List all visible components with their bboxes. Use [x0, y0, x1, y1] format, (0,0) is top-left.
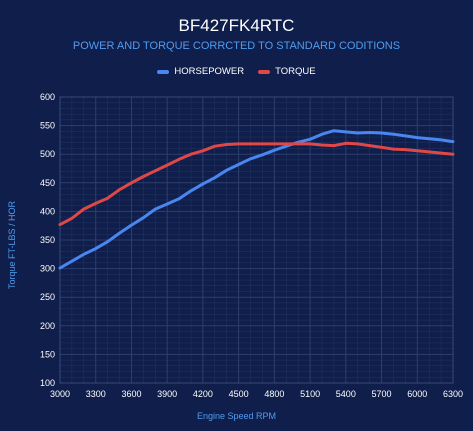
legend-swatch-torque — [258, 69, 271, 74]
x-tick-label: 5400 — [336, 389, 356, 399]
y-tick-label: 300 — [40, 264, 55, 274]
legend-label-torque: TORQUE — [275, 66, 316, 77]
x-tick-label: 4800 — [264, 389, 284, 399]
chart-subtitle: POWER AND TORQUE CORRCTED TO STANDARD CO… — [72, 40, 401, 52]
x-tick-label: 4200 — [193, 389, 213, 399]
y-tick-label: 400 — [40, 206, 55, 216]
y-tick-label: 150 — [40, 349, 55, 359]
x-tick-label: 5700 — [372, 389, 392, 399]
series-line-horsepower — [58, 129, 455, 270]
y-tick-label: 450 — [40, 178, 55, 188]
x-tick-label: 3600 — [121, 389, 141, 399]
plot-frame — [59, 96, 454, 384]
y-tick-label: 200 — [40, 321, 55, 331]
y-tick-label: 100 — [40, 378, 55, 388]
x-tick-label: 5100 — [300, 389, 320, 399]
series-line-torque — [58, 141, 455, 227]
y-tick-label: 550 — [40, 121, 55, 131]
legend-label-horsepower: HORSEPOWER — [174, 66, 245, 77]
legend-swatch-horsepower — [157, 69, 170, 74]
x-tick-label: 3900 — [157, 389, 177, 399]
y-tick-label: 350 — [40, 235, 55, 245]
y-tick-label: 600 — [40, 92, 55, 102]
x-tick-label: 4500 — [229, 389, 249, 399]
x-axis-title: Engine Speed RPM — [196, 411, 277, 421]
x-tick-label: 6300 — [443, 389, 463, 399]
x-tick-label: 3000 — [50, 389, 70, 399]
y-tick-label: 250 — [40, 292, 55, 302]
x-tick-label: 3300 — [86, 389, 106, 399]
legend-item-horsepower[interactable]: HORSEPOWER — [157, 66, 244, 77]
y-tick-label: 500 — [40, 149, 55, 159]
legend: HORSEPOWER TORQUE — [0, 66, 473, 77]
legend-item-torque[interactable]: TORQUE — [258, 66, 316, 77]
x-tick-label: 6000 — [407, 389, 427, 399]
chart-title: BF427FK4RTC — [178, 16, 295, 35]
